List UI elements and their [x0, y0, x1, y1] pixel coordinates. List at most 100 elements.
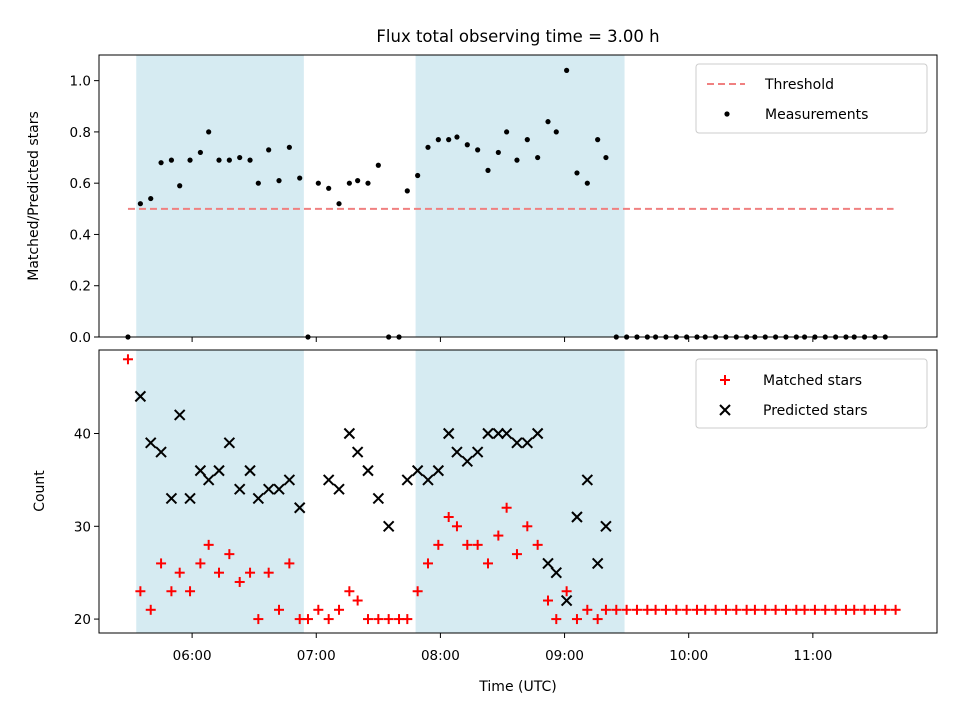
measurement-point: [237, 154, 243, 161]
x-axis-label: Time (UTC): [478, 679, 556, 695]
predicted-star-point: [521, 437, 534, 449]
predicted-star-point: [461, 455, 474, 468]
predicted-star-point: [492, 427, 505, 440]
matched-star-point: [334, 604, 345, 615]
measurement-point: [504, 129, 510, 135]
matched-star-point: [611, 604, 622, 615]
matched-star-point: [700, 604, 711, 615]
measurement-point: [464, 142, 470, 148]
matched-star-point: [621, 604, 632, 615]
legend-matched-marker: [720, 375, 730, 385]
matched-star-point: [253, 614, 264, 625]
measurement-point: [514, 157, 520, 163]
count-observing-band: [415, 350, 625, 633]
matched-star-point: [195, 558, 206, 569]
measurement-point: [535, 154, 541, 161]
matched-star-point: [671, 604, 682, 615]
matched-star-point: [203, 539, 214, 550]
matched-star-point: [402, 614, 413, 625]
matched-star-point: [451, 521, 462, 532]
predicted-star-point: [194, 464, 207, 477]
matched-star-point: [592, 614, 603, 625]
matched-star-point: [710, 604, 721, 615]
predicted-star-point: [600, 520, 612, 533]
predicted-star-point: [233, 483, 246, 495]
matched-star-point: [600, 604, 611, 615]
predicted-star-point: [262, 483, 275, 495]
x-tick-label: 08:00: [421, 648, 460, 664]
matched-star-point: [820, 604, 831, 615]
matched-star-point: [362, 614, 373, 625]
matched-star-point: [830, 604, 841, 615]
matched-star-point: [234, 576, 245, 587]
ratio-panel-frame: [98, 54, 938, 338]
predicted-star-point: [432, 464, 445, 477]
measurement-point: [425, 144, 431, 150]
matched-star-point: [809, 604, 820, 615]
measurement-point: [404, 188, 410, 194]
matched-star-point: [849, 604, 860, 615]
matched-star-point: [145, 604, 156, 615]
predicted-star-point: [560, 594, 573, 607]
matched-star-point: [156, 558, 167, 569]
ratio-y-tick-label: 0.8: [70, 125, 91, 141]
measurement-point: [197, 149, 203, 156]
x-tick-label: 09:00: [545, 648, 584, 664]
matched-star-point: [373, 614, 384, 625]
matched-star-point: [522, 521, 533, 532]
matched-star-point: [174, 567, 185, 578]
count-y-tick-label: 20: [74, 612, 91, 628]
predicted-star-point: [145, 437, 157, 449]
predicted-star-point: [223, 437, 236, 449]
measurement-point: [475, 147, 481, 153]
matched-star-point: [799, 604, 810, 615]
ratio-panel: 0.0 0.2 0.4 0.6 0.8 1.0 Matched/Predicted sta…: [26, 54, 938, 346]
count-y-tick-label: 30: [74, 519, 91, 535]
matched-star-point: [462, 539, 473, 550]
measurement-point: [553, 129, 559, 135]
count-y-tick-label: 40: [74, 427, 91, 443]
predicted-star-point: [500, 427, 513, 440]
legend-matched-label: Matched stars: [763, 373, 862, 389]
matched-star-point: [166, 586, 177, 597]
count-y-axis-label: Count: [32, 470, 48, 512]
predicted-star-point: [591, 557, 604, 570]
predicted-star-point: [581, 474, 594, 486]
legend-measurements-label: Measurements: [765, 107, 868, 123]
measurement-point: [247, 157, 253, 163]
measurement-point: [168, 157, 175, 163]
legend-predicted-label: Predicted stars: [763, 403, 868, 419]
matched-star-point: [859, 604, 870, 615]
matched-star-point: [681, 604, 692, 615]
ratio-y-tick-label: 0.4: [70, 227, 91, 243]
predicted-star-point: [173, 409, 186, 421]
measurement-point: [148, 195, 154, 202]
ratio-observing-band: [136, 55, 304, 337]
matched-star-point: [422, 558, 433, 569]
matched-star-point: [869, 604, 880, 615]
predicted-star-point: [401, 474, 414, 486]
ratio-y-tick-label: 0.6: [70, 176, 91, 192]
measurement-point: [603, 154, 609, 161]
chart-title: Flux total observing time = 3.00 h: [376, 27, 659, 46]
predicted-star-point: [482, 427, 494, 440]
measurement-point: [435, 137, 441, 143]
matched-star-point: [224, 549, 235, 560]
ratio-y-tick-label: 0.2: [70, 279, 91, 295]
measurement-point: [454, 134, 460, 140]
matched-star-point: [501, 502, 512, 513]
matched-star-point: [135, 586, 146, 597]
predicted-star-point: [273, 483, 285, 495]
measurement-point: [375, 162, 381, 168]
predicted-star-point: [202, 474, 215, 486]
matched-star-point: [749, 604, 760, 615]
ratio-y-tick-label: 0.0: [70, 330, 91, 346]
count-legend: Matched stars Predicted stars: [695, 358, 928, 429]
matched-star-point: [302, 614, 313, 625]
ratio-observing-band: [415, 55, 625, 337]
predicted-star-point: [343, 427, 356, 440]
predicted-star-point: [283, 474, 296, 486]
measurement-point: [564, 67, 570, 73]
ratio-legend: Threshold Measurements: [695, 63, 928, 134]
